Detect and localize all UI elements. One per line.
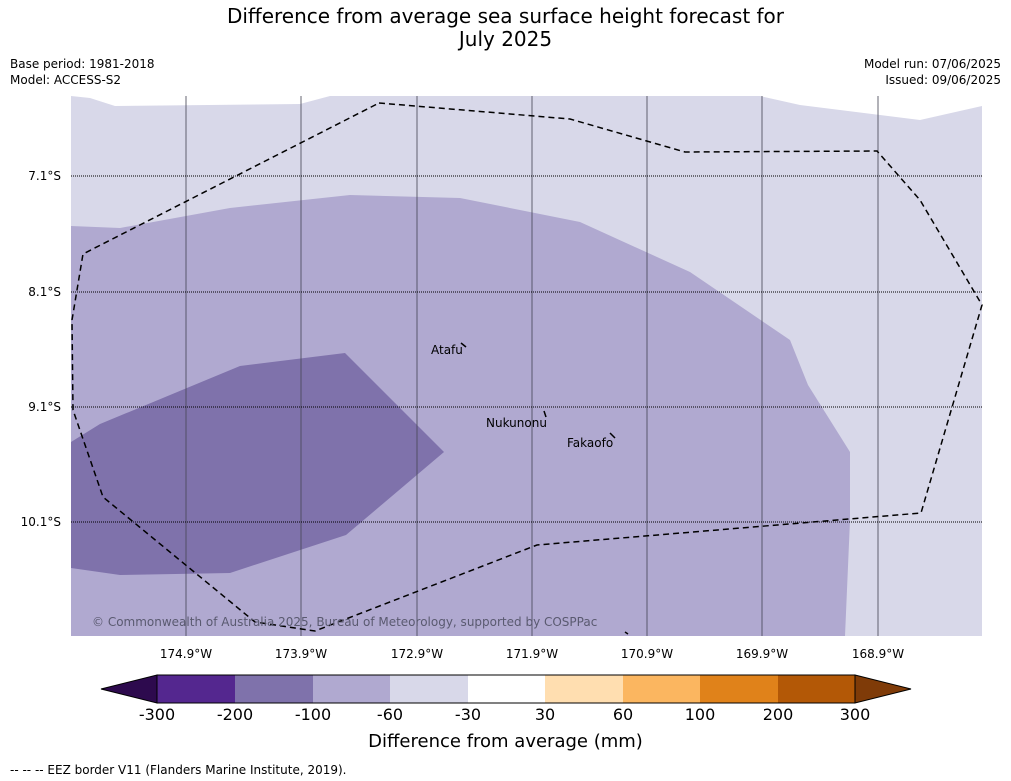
place-label-fakaofo: Fakaofo (567, 436, 613, 450)
colorbar-outline (156, 674, 856, 704)
meta-right: Model run: 07/06/2025 Issued: 09/06/2025 (864, 56, 1001, 88)
swains-island-mark (624, 631, 629, 635)
colorbar-segment (545, 675, 623, 703)
colorbar-segment (157, 675, 235, 703)
issued-date: Issued: 09/06/2025 (885, 73, 1001, 87)
lon-label-174-9: 174.9°W (159, 647, 213, 661)
colorbar-segment (623, 675, 700, 703)
copyright-text: © Commonwealth of Australia 2025, Bureau… (92, 615, 597, 629)
lat-label-10-1: 10.1°S (20, 515, 61, 529)
colorbar-title: Difference from average (mm) (368, 731, 643, 752)
colorbar-segment (700, 675, 778, 703)
lon-label-170-9: 170.9°W (620, 647, 674, 661)
atafu-island-mark (460, 342, 467, 348)
place-label-nukunonu: Nukunonu (486, 416, 547, 430)
anomaly-band-dark (71, 353, 444, 575)
chart-title: Difference from average sea surface heig… (0, 5, 1011, 51)
colorbar-segment (468, 675, 545, 703)
lon-label-168-9: 168.9°W (851, 647, 905, 661)
colorbar-extend-low (100, 674, 158, 704)
model-name: Model: ACCESS-S2 (10, 73, 122, 87)
colorbar-segment (390, 675, 468, 703)
colorbar-tick-label: 300 (839, 705, 871, 724)
colorbar-tick-label: 200 (762, 705, 794, 724)
eez-border (71, 102, 983, 632)
colorbar-tick-label: -30 (454, 705, 482, 724)
colorbar-segment (235, 675, 313, 703)
colorbar (100, 674, 912, 704)
colorbar-extend-high (854, 674, 912, 704)
colorbar-segment (313, 675, 390, 703)
model-run: Model run: 07/06/2025 (863, 57, 1001, 71)
colorbar-tick-label: -300 (138, 705, 176, 724)
colorbar-tick-label: -200 (216, 705, 254, 724)
title-line-1: Difference from average sea surface heig… (226, 4, 785, 28)
fakaofo-island-mark (609, 432, 616, 439)
lon-label-172-9: 172.9°W (390, 647, 444, 661)
lat-label-9-1: 9.1°S (28, 400, 61, 414)
lon-label-169-9: 169.9°W (735, 647, 789, 661)
eez-legend-note: -- -- -- EEZ border V11 (Flanders Marine… (10, 763, 347, 777)
meta-left: Base period: 1981-2018 Model: ACCESS-S2 (10, 56, 155, 88)
lat-label-7-1: 7.1°S (28, 169, 61, 183)
title-line-2: July 2025 (458, 27, 553, 51)
longitude-gridlines (185, 96, 879, 636)
colorbar-tick-label: -100 (294, 705, 332, 724)
nukunonu-island-mark (543, 410, 547, 418)
lat-label-8-1: 8.1°S (28, 285, 61, 299)
colorbar-tick-label: 30 (534, 705, 556, 724)
place-label-atafu: Atafu (431, 343, 463, 357)
lon-label-173-9: 173.9°W (274, 647, 328, 661)
colorbar-tick-label: 60 (612, 705, 634, 724)
colorbar-tick-label: -60 (376, 705, 404, 724)
base-period: Base period: 1981-2018 (10, 57, 155, 71)
colorbar-segment (778, 675, 855, 703)
colorbar-tick-label: 100 (684, 705, 716, 724)
lon-label-171-9: 171.9°W (505, 647, 559, 661)
